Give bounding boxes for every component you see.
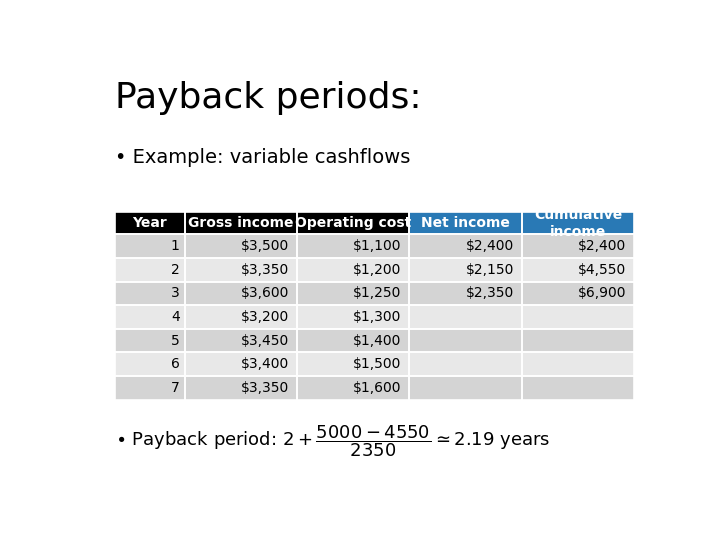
Bar <box>297 281 410 305</box>
Text: 3: 3 <box>171 286 180 300</box>
Text: $1,300: $1,300 <box>353 310 402 324</box>
Bar <box>115 376 184 400</box>
Bar <box>410 305 522 329</box>
Text: $1,250: $1,250 <box>353 286 402 300</box>
Bar <box>522 376 634 400</box>
Bar <box>115 305 184 329</box>
Text: $2,350: $2,350 <box>466 286 514 300</box>
Text: $3,400: $3,400 <box>241 357 289 371</box>
Bar <box>115 281 184 305</box>
Bar <box>410 329 522 352</box>
Text: 1: 1 <box>171 239 180 253</box>
Text: $1,500: $1,500 <box>353 357 402 371</box>
Text: 6: 6 <box>171 357 180 371</box>
Bar <box>184 212 297 234</box>
Text: $2,400: $2,400 <box>466 239 514 253</box>
Text: $2,150: $2,150 <box>465 263 514 277</box>
Bar <box>522 352 634 376</box>
Text: Operating cost: Operating cost <box>295 217 411 231</box>
Bar <box>297 329 410 352</box>
Bar <box>410 376 522 400</box>
Text: $3,350: $3,350 <box>241 263 289 277</box>
Bar <box>115 212 184 234</box>
Text: Year: Year <box>132 217 167 231</box>
Text: $3,600: $3,600 <box>240 286 289 300</box>
Bar <box>184 281 297 305</box>
Bar <box>297 234 410 258</box>
Bar <box>410 281 522 305</box>
Bar <box>115 258 184 281</box>
Bar <box>115 234 184 258</box>
Text: 4: 4 <box>171 310 180 324</box>
Text: $3,500: $3,500 <box>241 239 289 253</box>
Text: $1,200: $1,200 <box>353 263 402 277</box>
Bar <box>522 329 634 352</box>
Bar <box>115 329 184 352</box>
Text: 5: 5 <box>171 334 180 348</box>
Bar <box>184 376 297 400</box>
Text: $1,100: $1,100 <box>353 239 402 253</box>
Bar <box>184 352 297 376</box>
Bar <box>297 258 410 281</box>
Bar <box>522 234 634 258</box>
Text: $3,200: $3,200 <box>241 310 289 324</box>
Bar <box>522 281 634 305</box>
Text: 2: 2 <box>171 263 180 277</box>
Text: Net income: Net income <box>421 217 510 231</box>
Text: $1,400: $1,400 <box>353 334 402 348</box>
Bar <box>522 212 634 234</box>
Bar <box>297 212 410 234</box>
Text: $6,900: $6,900 <box>577 286 626 300</box>
Bar <box>184 234 297 258</box>
Bar <box>184 329 297 352</box>
Bar <box>115 352 184 376</box>
Bar <box>297 376 410 400</box>
Bar <box>297 352 410 376</box>
Bar <box>522 258 634 281</box>
Text: Gross income: Gross income <box>188 217 294 231</box>
Text: $3,450: $3,450 <box>241 334 289 348</box>
Bar <box>184 305 297 329</box>
Text: $1,600: $1,600 <box>353 381 402 395</box>
Text: 7: 7 <box>171 381 180 395</box>
Bar <box>410 234 522 258</box>
Text: • Example: variable cashflows: • Example: variable cashflows <box>115 148 410 167</box>
Text: Payback periods:: Payback periods: <box>115 82 422 116</box>
Text: $4,550: $4,550 <box>578 263 626 277</box>
Text: $3,350: $3,350 <box>241 381 289 395</box>
Text: $\bullet$ Payback period: $2 + \dfrac{5000-4550}{2350} \simeq 2.19\ \mathrm{year: $\bullet$ Payback period: $2 + \dfrac{50… <box>115 423 550 459</box>
Bar <box>410 212 522 234</box>
Text: $2,400: $2,400 <box>578 239 626 253</box>
Bar <box>297 305 410 329</box>
Bar <box>522 305 634 329</box>
Text: Cumulative
income: Cumulative income <box>534 208 622 239</box>
Bar <box>184 258 297 281</box>
Bar <box>410 352 522 376</box>
Bar <box>410 258 522 281</box>
